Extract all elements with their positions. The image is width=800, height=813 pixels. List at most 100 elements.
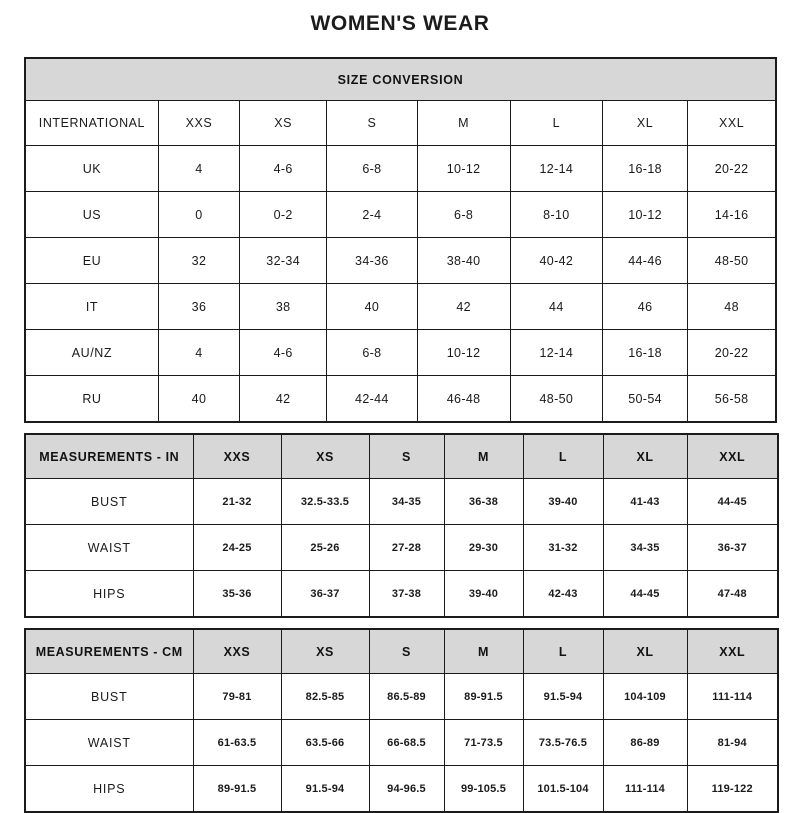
cell: 42: [239, 375, 328, 423]
cell: 50-54: [601, 375, 689, 423]
row-label: WAIST: [24, 524, 194, 571]
cell: 40: [326, 283, 418, 330]
table-row: HIPS 35-36 36-37 37-38 39-40 42-43 44-45…: [24, 570, 779, 618]
cell: 42-43: [522, 570, 604, 618]
cell: 34-35: [602, 524, 688, 571]
cell: 48-50: [687, 237, 777, 284]
cell: 81-94: [686, 719, 779, 766]
cell: 27-28: [368, 524, 445, 571]
cell: 35-36: [192, 570, 282, 618]
cell: 119-122: [686, 765, 779, 813]
cell: 32-34: [239, 237, 328, 284]
cell: 29-30: [443, 524, 524, 571]
column-header-xs: XS: [280, 628, 370, 674]
cell: 10-12: [601, 191, 689, 238]
cell: 47-48: [686, 570, 779, 618]
cell: 56-58: [687, 375, 777, 423]
table-banner-row: SIZE CONVERSION: [24, 57, 777, 101]
row-label: HIPS: [24, 570, 194, 618]
size-conversion-table: SIZE CONVERSION INTERNATIONAL XXS XS S M…: [24, 57, 777, 423]
cell: 104-109: [602, 673, 688, 720]
column-header-xs: XS: [239, 100, 328, 146]
row-label: UK: [24, 145, 159, 192]
cell: 6-8: [416, 191, 511, 238]
cell: 10-12: [416, 145, 511, 192]
cell: 39-40: [522, 478, 604, 525]
column-header-l: L: [522, 628, 604, 674]
table-row: BUST 21-32 32.5-33.5 34-35 36-38 39-40 4…: [24, 478, 779, 525]
cell: 91.5-94: [280, 765, 370, 813]
column-header-m: M: [443, 433, 524, 479]
cell: 94-96.5: [368, 765, 445, 813]
column-header-measurements-in: MEASUREMENTS - IN: [24, 433, 194, 479]
column-header-xxs: XXS: [157, 100, 241, 146]
table-row: RU 40 42 42-44 46-48 48-50 50-54 56-58: [24, 375, 777, 423]
column-header-xl: XL: [602, 628, 688, 674]
cell: 25-26: [280, 524, 370, 571]
row-label: AU/NZ: [24, 329, 159, 376]
cell: 63.5-66: [280, 719, 370, 766]
cell: 48-50: [509, 375, 603, 423]
row-label: RU: [24, 375, 159, 423]
row-label: IT: [24, 283, 159, 330]
column-header-xxs: XXS: [192, 628, 282, 674]
measurements-in-table: MEASUREMENTS - IN XXS XS S M L XL XXL BU…: [24, 433, 779, 618]
table-row: EU 32 32-34 34-36 38-40 40-42 44-46 48-5…: [24, 237, 777, 284]
column-header-measurements-cm: MEASUREMENTS - CM: [24, 628, 194, 674]
cell: 86-89: [602, 719, 688, 766]
cell: 40-42: [509, 237, 603, 284]
cell: 89-91.5: [192, 765, 282, 813]
cell: 37-38: [368, 570, 445, 618]
cell: 48: [687, 283, 777, 330]
row-label: US: [24, 191, 159, 238]
table-row: UK 4 4-6 6-8 10-12 12-14 16-18 20-22: [24, 145, 777, 192]
cell: 73.5-76.5: [522, 719, 604, 766]
cell: 39-40: [443, 570, 524, 618]
table-row: IT 36 38 40 42 44 46 48: [24, 283, 777, 330]
cell: 111-114: [686, 673, 779, 720]
column-header-xxl: XXL: [687, 100, 777, 146]
cell: 46-48: [416, 375, 511, 423]
cell: 41-43: [602, 478, 688, 525]
cell: 36-38: [443, 478, 524, 525]
column-header-l: L: [522, 433, 604, 479]
cell: 44-45: [686, 478, 779, 525]
cell: 20-22: [687, 145, 777, 192]
page-title: WOMEN'S WEAR: [310, 12, 490, 35]
cell: 34-35: [368, 478, 445, 525]
cell: 36: [157, 283, 241, 330]
table-row: AU/NZ 4 4-6 6-8 10-12 12-14 16-18 20-22: [24, 329, 777, 376]
cell: 6-8: [326, 329, 418, 376]
cell: 44: [509, 283, 603, 330]
cell: 4: [157, 145, 241, 192]
cell: 86.5-89: [368, 673, 445, 720]
cell: 2-4: [326, 191, 418, 238]
cell: 38: [239, 283, 328, 330]
cell: 99-105.5: [443, 765, 524, 813]
cell: 8-10: [509, 191, 603, 238]
cell: 111-114: [602, 765, 688, 813]
column-header-s: S: [368, 628, 445, 674]
table-row: HIPS 89-91.5 91.5-94 94-96.5 99-105.5 10…: [24, 765, 779, 813]
cell: 24-25: [192, 524, 282, 571]
column-header-international: INTERNATIONAL: [24, 100, 159, 146]
cell: 36-37: [686, 524, 779, 571]
cell: 12-14: [509, 329, 603, 376]
cell: 36-37: [280, 570, 370, 618]
cell: 21-32: [192, 478, 282, 525]
cell: 4: [157, 329, 241, 376]
cell: 44-45: [602, 570, 688, 618]
column-header-xxl: XXL: [686, 628, 779, 674]
cell: 44-46: [601, 237, 689, 284]
table-header-row: MEASUREMENTS - CM XXS XS S M L XL XXL: [24, 628, 779, 674]
size-conversion-banner: SIZE CONVERSION: [24, 57, 777, 101]
cell: 61-63.5: [192, 719, 282, 766]
cell: 34-36: [326, 237, 418, 284]
column-header-m: M: [416, 100, 511, 146]
cell: 101.5-104: [522, 765, 604, 813]
cell: 38-40: [416, 237, 511, 284]
table-row: BUST 79-81 82.5-85 86.5-89 89-91.5 91.5-…: [24, 673, 779, 720]
cell: 10-12: [416, 329, 511, 376]
cell: 66-68.5: [368, 719, 445, 766]
cell: 4-6: [239, 329, 328, 376]
